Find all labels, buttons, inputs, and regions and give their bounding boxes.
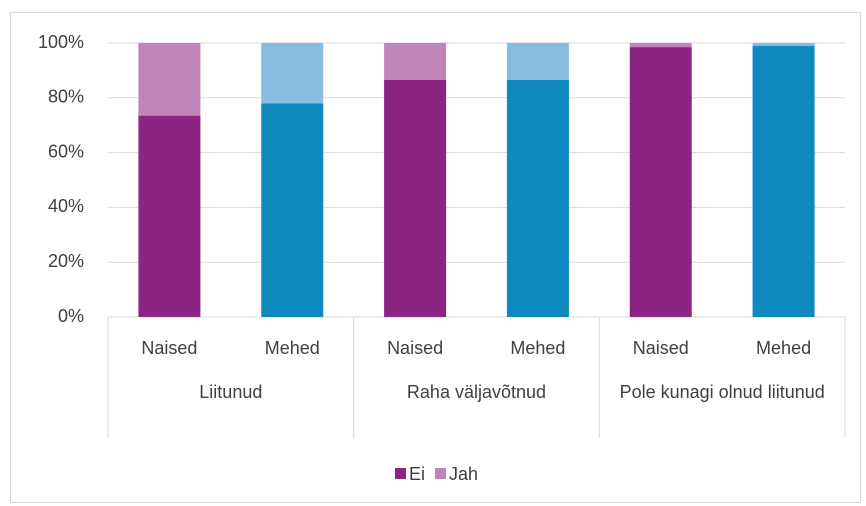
bar-segment [138,115,201,317]
bar-segment [629,43,692,48]
bar-segment [506,79,569,318]
y-tick-label: 100% [38,32,84,52]
bar-segment [261,43,324,104]
bar-segment [752,45,815,318]
legend-label: Jah [449,464,478,484]
y-tick-label: 0% [58,306,84,326]
group-label: Pole kunagi olnud liitunud [619,382,825,402]
y-tick-label: 60% [48,141,84,161]
bar-segment [752,43,815,46]
group-label-box: Raha väljavõtnud [406,382,547,402]
x-tick-label: Naised [141,338,197,358]
bar-segment [506,43,569,80]
y-tick-label: 40% [48,196,84,216]
x-tick-label: Mehed [756,338,811,358]
y-tick-label: 20% [48,251,84,271]
y-tick-label: 80% [48,87,84,107]
legend-label: Ei [409,464,425,484]
legend-swatch [435,468,447,479]
x-tick-label: Naised [387,338,443,358]
group-label-box: Pole kunagi olnud liitunud [619,382,825,402]
bar-segment [384,43,447,80]
group-label: Liitunud [199,382,263,402]
bar-segment [138,43,201,116]
x-tick-label: Mehed [265,338,320,358]
group-label: Raha väljavõtnud [406,382,547,402]
bar-segment [384,79,447,318]
x-tick-label: Naised [633,338,689,358]
legend-swatch [395,468,406,479]
x-tick-label: Mehed [510,338,565,358]
bar-segment [629,47,692,318]
bar-segment [261,103,324,317]
group-label-box: Liitunud [199,382,263,402]
